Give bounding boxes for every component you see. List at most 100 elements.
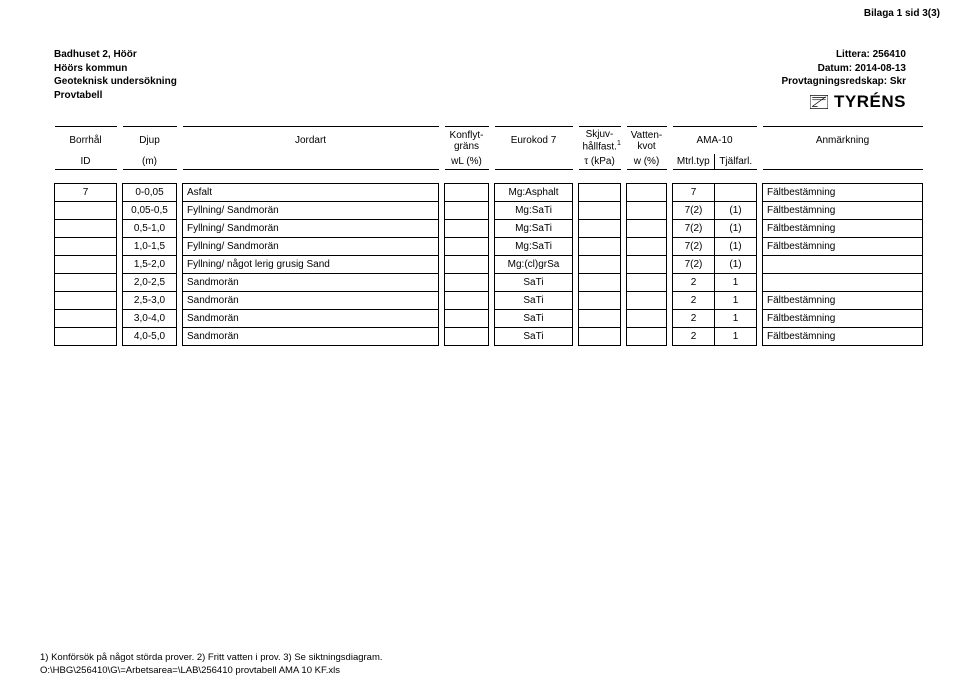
header-left-0: Badhuset 2, Höör: [54, 48, 177, 62]
table-cell: Fältbestämning: [763, 292, 923, 310]
table-row: 4,0-5,0SandmoränSaTi21Fältbestämning: [55, 328, 923, 346]
table-cell: [715, 184, 757, 202]
table-cell: Fältbestämning: [763, 202, 923, 220]
table-cell: Asfalt: [183, 184, 439, 202]
table-cell: 2: [673, 328, 715, 346]
logo: TYRÉNS: [782, 91, 907, 114]
table-cell: 1,5-2,0: [123, 256, 177, 274]
table-cell: [55, 328, 117, 346]
th-skjuv-sup: 1: [617, 140, 621, 147]
th-vatten: Vatten- kvot: [627, 127, 667, 155]
th-id: ID: [55, 154, 117, 170]
table-cell: [445, 292, 489, 310]
table-cell: Mg:(cl)grSa: [495, 256, 573, 274]
table-cell: [627, 256, 667, 274]
table-cell: [627, 220, 667, 238]
table-cell: 0-0,05: [123, 184, 177, 202]
table-cell: Fyllning/ Sandmorän: [183, 220, 439, 238]
table-cell: (1): [715, 202, 757, 220]
table-cell: Sandmorän: [183, 310, 439, 328]
table-cell: Sandmorän: [183, 328, 439, 346]
table-cell: [445, 274, 489, 292]
table-cell: [627, 238, 667, 256]
th-djup: Djup: [123, 127, 177, 155]
th-m: (m): [123, 154, 177, 170]
th-skjuv: Skjuv- hållfast.1: [579, 127, 621, 155]
table-cell: [55, 310, 117, 328]
tyrens-logo-text: TYRÉNS: [834, 91, 906, 114]
main-table: Borrhål Djup Jordart Konflyt- gräns Euro…: [54, 126, 923, 346]
table-cell: 4,0-5,0: [123, 328, 177, 346]
table-cell: Fältbestämning: [763, 310, 923, 328]
table-row: 2,0-2,5SandmoränSaTi21: [55, 274, 923, 292]
table-cell: [55, 202, 117, 220]
table-cell: [627, 274, 667, 292]
table-cell: SaTi: [495, 310, 573, 328]
table-cell: [579, 202, 621, 220]
table-cell: Fyllning/ Sandmorän: [183, 238, 439, 256]
table-cell: [445, 184, 489, 202]
table-cell: [579, 292, 621, 310]
table-cell: 2,5-3,0: [123, 292, 177, 310]
table-cell: [579, 328, 621, 346]
th-konflyt: Konflyt- gräns: [445, 127, 489, 155]
table-cell: Mg:Asphalt: [495, 184, 573, 202]
table-cell: [579, 220, 621, 238]
table-cell: 1: [715, 328, 757, 346]
table-row: 1,0-1,5Fyllning/ SandmoränMg:SaTi7(2)(1)…: [55, 238, 923, 256]
table-cell: Sandmorän: [183, 274, 439, 292]
th-w: w (%): [627, 154, 667, 170]
header-right: Littera: 256410 Datum: 2014-08-13 Provta…: [782, 48, 907, 113]
table-cell: 2: [673, 310, 715, 328]
table-cell: [55, 292, 117, 310]
table-cell: 2: [673, 292, 715, 310]
table-cell: [627, 184, 667, 202]
hr-label-1: Datum:: [818, 63, 852, 74]
table-cell: [55, 220, 117, 238]
table-cell: [445, 220, 489, 238]
table-row: 3,0-4,0SandmoränSaTi21Fältbestämning: [55, 310, 923, 328]
table-row: 0,05-0,5Fyllning/ SandmoränMg:SaTi7(2)(1…: [55, 202, 923, 220]
hr-label-0: Littera:: [836, 49, 870, 60]
table-cell: (1): [715, 238, 757, 256]
table-cell: 1: [715, 292, 757, 310]
table-cell: SaTi: [495, 292, 573, 310]
footnote-line-1: 1) Konförsök på något störda prover. 2) …: [40, 652, 383, 664]
main-table-wrap: Borrhål Djup Jordart Konflyt- gräns Euro…: [54, 126, 916, 346]
table-cell: [445, 202, 489, 220]
table-cell: 7(2): [673, 238, 715, 256]
th-mtrl: Mtrl.typ: [673, 154, 715, 170]
table-cell: Fältbestämning: [763, 328, 923, 346]
table-cell: Sandmorän: [183, 292, 439, 310]
header-right-0: Littera: 256410: [782, 48, 907, 62]
table-cell: 0,5-1,0: [123, 220, 177, 238]
header-right-2: Provtagningsredskap: Skr: [782, 75, 907, 89]
th-wl: wL (%): [445, 154, 489, 170]
gap-row: [55, 170, 923, 184]
th-borrhal: Borrhål: [55, 127, 117, 155]
table-cell: [579, 310, 621, 328]
header-row-top: Borrhål Djup Jordart Konflyt- gräns Euro…: [55, 127, 923, 155]
table-cell: 1: [715, 274, 757, 292]
table-cell: Mg:SaTi: [495, 238, 573, 256]
table-cell: [763, 274, 923, 292]
table-cell: (1): [715, 256, 757, 274]
table-cell: [763, 256, 923, 274]
table-cell: [579, 238, 621, 256]
header-left-1: Höörs kommun: [54, 62, 177, 76]
table-row: 70-0,05AsfaltMg:Asphalt7Fältbestämning: [55, 184, 923, 202]
footnote-line-2: O:\HBG\256410\G\=Arbetsarea=\LAB\256410 …: [40, 665, 383, 677]
th-tjal: Tjälfarl.: [715, 154, 757, 170]
hr-label-2: Provtagningsredskap:: [782, 76, 888, 87]
th-ama: AMA-10: [673, 127, 757, 155]
footnote: 1) Konförsök på något störda prover. 2) …: [40, 652, 383, 677]
header-right-1: Datum: 2014-08-13: [782, 62, 907, 76]
table-cell: [579, 274, 621, 292]
header-row-bot: ID (m) wL (%) τ (kPa) w (%) Mtrl.typ Tjä…: [55, 154, 923, 170]
page-tag: Bilaga 1 sid 3(3): [864, 8, 940, 19]
table-cell: 2: [673, 274, 715, 292]
table-cell: [627, 292, 667, 310]
table-cell: Fältbestämning: [763, 220, 923, 238]
table-row: 1,5-2,0Fyllning/ något lerig grusig Sand…: [55, 256, 923, 274]
table-cell: [445, 310, 489, 328]
